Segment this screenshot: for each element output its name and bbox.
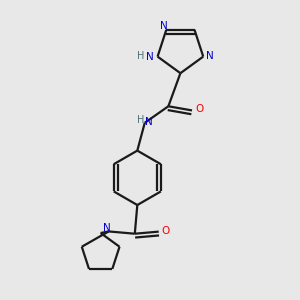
- Text: O: O: [162, 226, 170, 236]
- Text: N: N: [103, 223, 111, 232]
- Text: O: O: [195, 104, 203, 115]
- Text: N: N: [146, 52, 153, 61]
- Text: H: H: [137, 115, 145, 125]
- Text: N: N: [206, 51, 214, 61]
- Text: N: N: [146, 117, 153, 127]
- Text: H: H: [137, 51, 145, 61]
- Text: N: N: [160, 21, 168, 31]
